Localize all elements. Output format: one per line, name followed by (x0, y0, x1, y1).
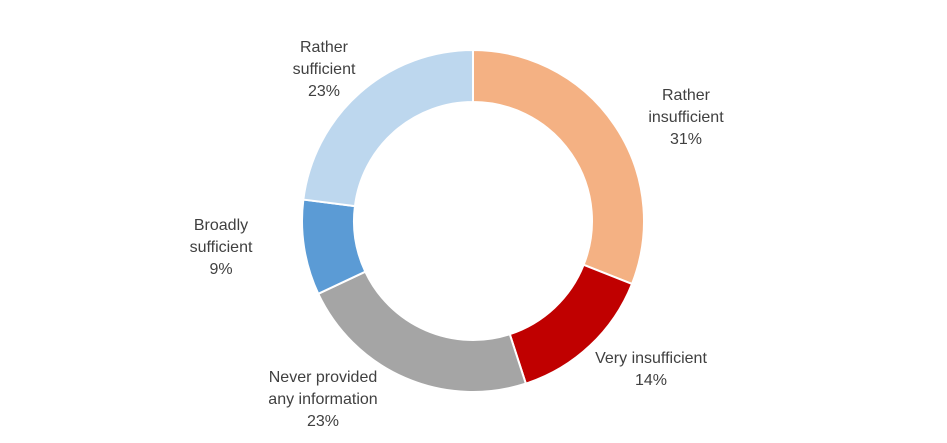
label-rather-insufficient: Rather insufficient 31% (631, 85, 741, 151)
label-value: 9% (209, 261, 233, 278)
label-value: 31% (669, 131, 703, 148)
label-rather-sufficient: Rather sufficient 23% (279, 37, 369, 103)
label-text: Rather insufficient (648, 87, 724, 126)
slice-rather-sufficient (302, 48, 474, 208)
label-very-insufficient: Very insufficient 14% (595, 348, 707, 392)
label-text: Rather sufficient (292, 39, 356, 78)
label-value: 14% (634, 372, 668, 389)
label-text: Never provided any information (268, 369, 378, 408)
label-value: 23% (306, 413, 340, 430)
label-never-provided: Never provided any information 23% (258, 367, 388, 433)
label-value: 23% (307, 83, 341, 100)
label-text: Very insufficient (595, 350, 707, 367)
label-broadly-sufficient: Broadly sufficient 9% (176, 215, 266, 281)
slice-rather-insufficient (472, 48, 645, 286)
label-text: Broadly sufficient (189, 217, 253, 256)
